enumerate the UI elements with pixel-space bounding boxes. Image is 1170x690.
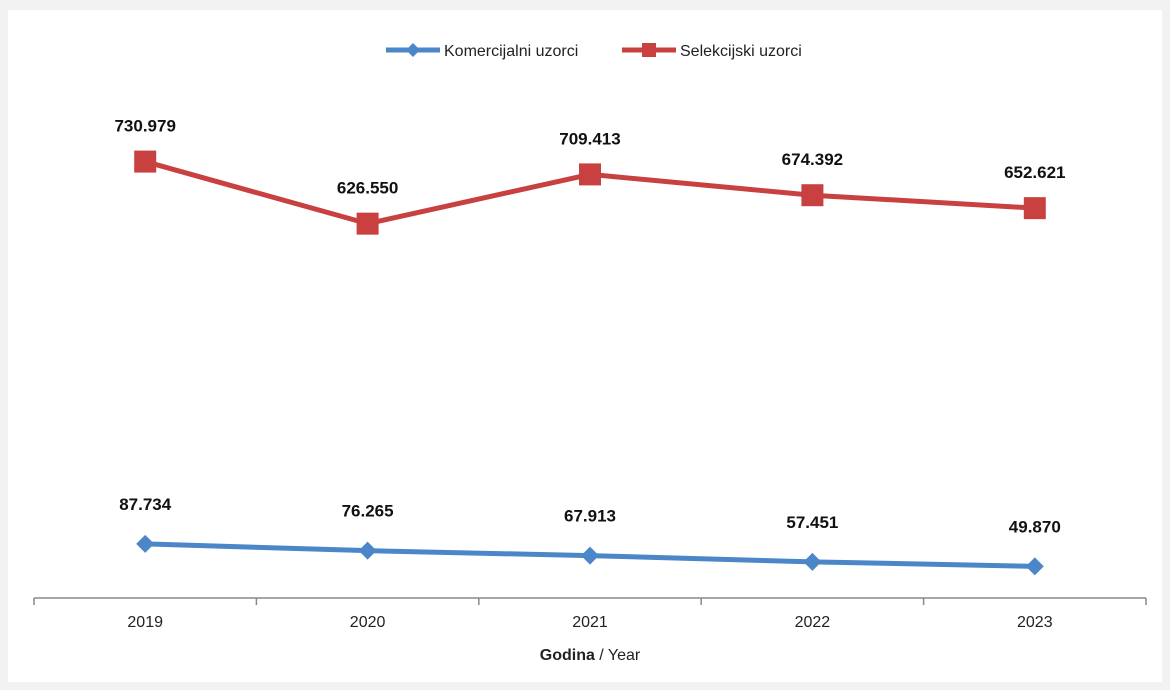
data-label: 87.734 (119, 495, 172, 514)
data-point-diamond (1025, 557, 1044, 576)
series-layer: 87.734 76.265 67.913 57.451 49.870 730.979 626… (114, 117, 1066, 576)
data-label: 730.979 (114, 117, 175, 136)
series-selekcijski: 730.979 626.550 709.413 674.392 652.621 (114, 117, 1066, 235)
legend-diamond-marker (406, 43, 420, 57)
data-point-square (579, 163, 601, 186)
chart-frame: Komercijalni uzorci Selekcijski uzorci 2… (8, 10, 1162, 682)
data-label: 49.870 (1009, 517, 1061, 536)
legend-item-selekcijski: Selekcijski uzorci (622, 43, 802, 60)
data-label: 76.265 (342, 502, 394, 521)
x-axis-title-rest: / Year (595, 647, 641, 664)
line-chart: Komercijalni uzorci Selekcijski uzorci 2… (33, 43, 1147, 664)
data-point-diamond (803, 552, 822, 571)
data-label: 67.913 (564, 507, 616, 526)
legend-square-marker (642, 43, 656, 57)
data-point-square (1023, 197, 1046, 220)
x-axis-title-bold: Godina (540, 647, 595, 664)
x-tick-label-2019: 2019 (127, 614, 163, 631)
data-point-square (134, 150, 157, 173)
data-point-diamond (581, 546, 599, 565)
legend-label-selekcijski: Selekcijski uzorci (680, 43, 802, 60)
data-point-diamond (358, 541, 377, 560)
x-axis-title: Godina / Year (540, 647, 641, 664)
legend-label-komercijalni: Komercijalni uzorci (444, 43, 578, 60)
data-label: 674.392 (782, 150, 843, 169)
legend: Komercijalni uzorci Selekcijski uzorci (386, 43, 802, 60)
x-axis: 2019 2020 2021 2022 2023 (33, 597, 1147, 631)
data-label: 709.413 (559, 129, 620, 148)
x-tick-label-2022: 2022 (795, 614, 831, 631)
series-komercijalni: 87.734 76.265 67.913 57.451 49.870 (119, 495, 1061, 576)
data-point-diamond (136, 534, 155, 553)
x-tick-label-2021: 2021 (572, 614, 608, 631)
data-point-square (356, 212, 379, 235)
data-point-square (801, 184, 824, 207)
legend-item-komercijalni: Komercijalni uzorci (386, 43, 578, 60)
data-label: 57.451 (786, 513, 838, 532)
x-tick-label-2023: 2023 (1017, 614, 1053, 631)
x-tick-label-2020: 2020 (350, 614, 386, 631)
data-label: 626.550 (337, 179, 398, 198)
data-label: 652.621 (1004, 163, 1065, 182)
